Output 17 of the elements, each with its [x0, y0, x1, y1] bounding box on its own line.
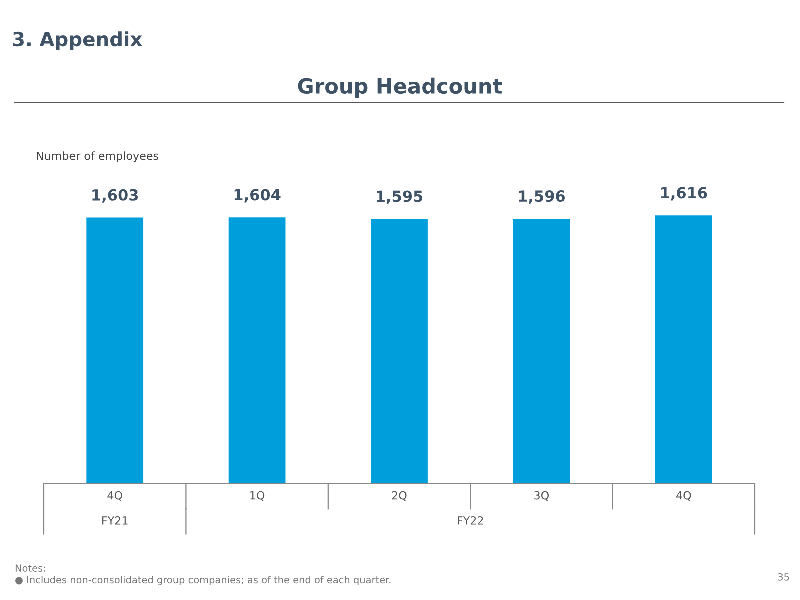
x-tick-label: 1Q: [250, 491, 265, 502]
x-tick-label: 4Q: [676, 491, 692, 502]
text: Notes: ● Includes non-consolidated group companies; as of the end of each quarter.: [16, 564, 391, 586]
x-tick-label: 2Q: [392, 491, 407, 502]
data-label: 1,616: [661, 187, 708, 201]
data-label: 1,603: [92, 189, 138, 203]
data-label: 1,604: [234, 189, 281, 203]
data-label: 1,595: [377, 190, 423, 204]
x-tick-label: 3Q: [534, 491, 549, 502]
chart-title: Group Headcount: [298, 78, 502, 98]
text: FY21: [102, 516, 128, 525]
data-label: 1,596: [519, 190, 566, 204]
text: 35: [778, 573, 790, 581]
text: 3. Appendix: [13, 32, 142, 50]
x-tick-label: 4Q: [108, 491, 122, 502]
y-axis-title: Number of employees: [37, 152, 158, 162]
text: FY22: [458, 516, 484, 525]
